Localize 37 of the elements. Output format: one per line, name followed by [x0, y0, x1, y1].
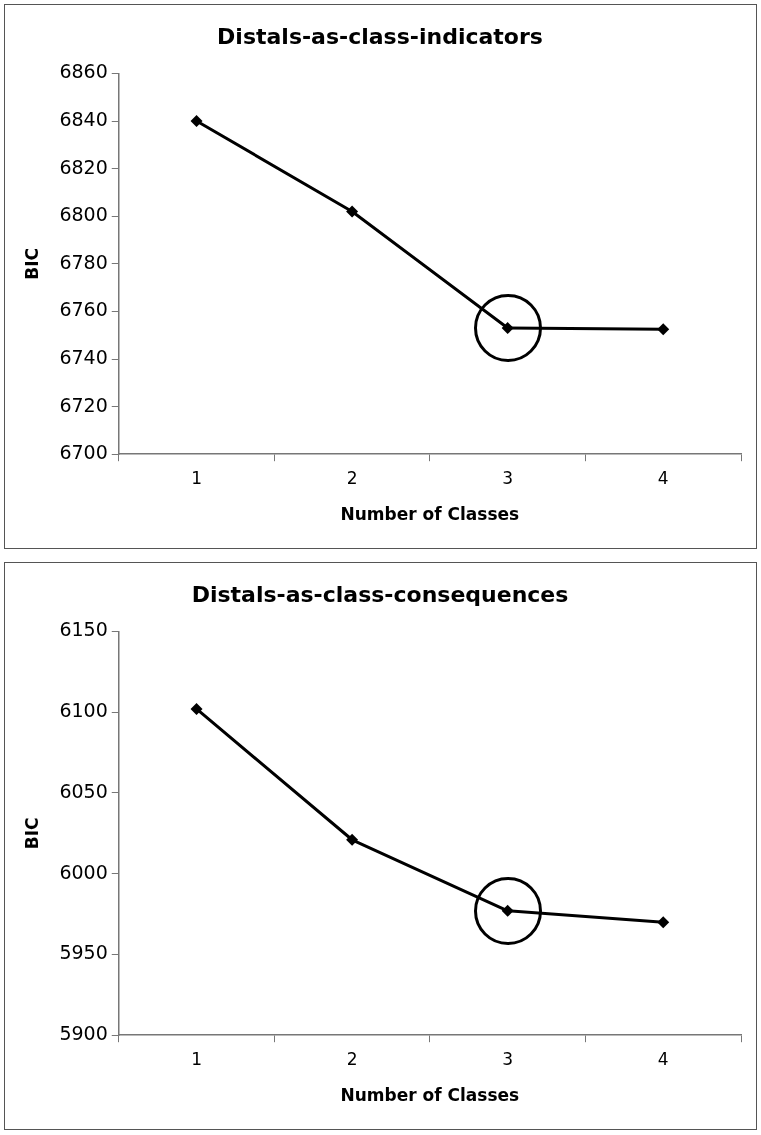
x-tick-label: 2 — [346, 467, 358, 488]
y-tick-label: 6100 — [59, 699, 108, 722]
x-tick-label: 3 — [502, 1048, 514, 1069]
y-tick-label: 6050 — [59, 779, 108, 802]
point — [657, 323, 670, 336]
point — [346, 833, 359, 846]
x-axis-title: Number of Classes — [340, 1085, 520, 1106]
y-tick-label: 5900 — [59, 1022, 108, 1045]
y-tick-label: 6720 — [59, 393, 108, 416]
y-tick-label: 6780 — [59, 250, 108, 273]
y-tick-label: 6000 — [59, 860, 108, 883]
x-axis-title: Number of Classes — [340, 504, 520, 525]
y-tick-label: 6860 — [59, 60, 108, 83]
point — [501, 904, 514, 917]
y-tick-label: 6760 — [59, 298, 108, 321]
y-axis-title: BIC — [21, 247, 42, 280]
y-tick-label: 5950 — [59, 941, 108, 964]
chart-title: Distals-as-class-indicators — [217, 23, 543, 49]
y-tick-label: 6700 — [59, 441, 108, 464]
point — [501, 322, 514, 335]
point — [346, 205, 359, 218]
point — [657, 916, 670, 929]
point — [190, 702, 203, 715]
x-tick-label: 1 — [191, 467, 202, 488]
chart-title: Distals-as-class-consequences — [191, 581, 569, 607]
point — [190, 115, 203, 127]
x-tick-label: 3 — [502, 467, 514, 488]
y-tick-label: 6800 — [59, 203, 108, 226]
x-tick-label: 4 — [657, 467, 669, 488]
x-tick-label: 1 — [191, 1048, 202, 1069]
y-tick-label: 6740 — [59, 345, 108, 368]
y-tick-label: 6820 — [59, 155, 108, 178]
y-tick-label: 6150 — [59, 618, 108, 641]
y-axis-title: BIC — [21, 817, 42, 850]
x-tick-label: 2 — [346, 1048, 358, 1069]
x-tick-label: 4 — [657, 1048, 669, 1069]
y-tick-label: 6840 — [59, 107, 108, 130]
